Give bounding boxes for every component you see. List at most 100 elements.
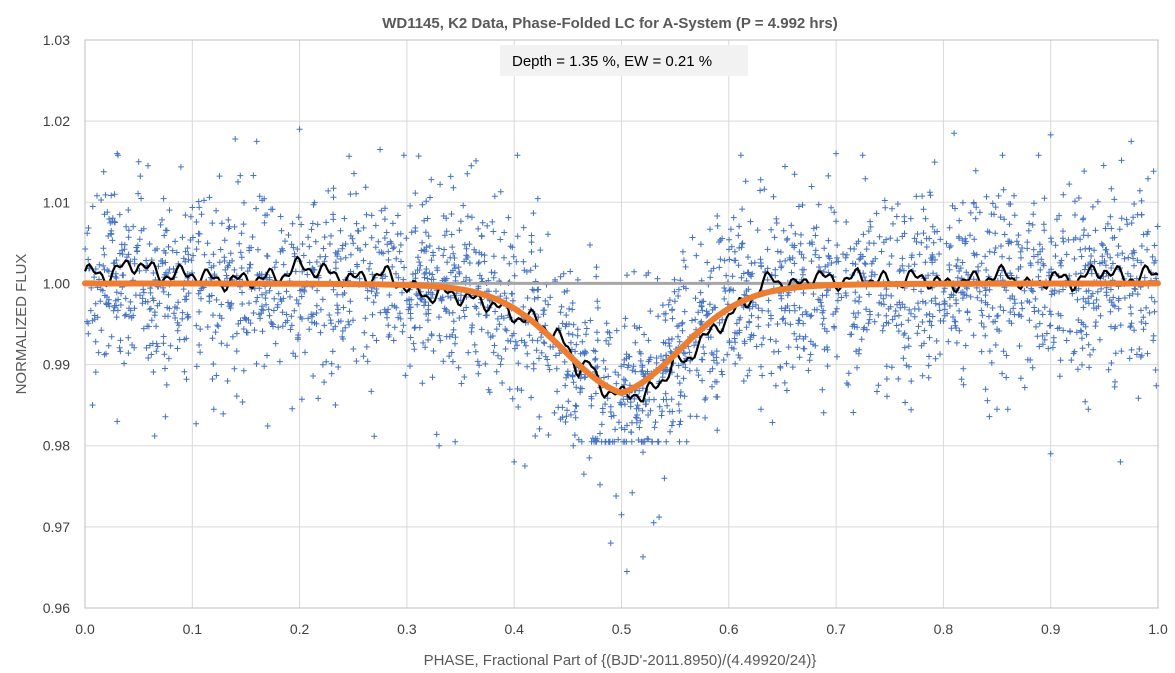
data-point [1099,242,1106,249]
data-point [1046,308,1053,315]
data-point [140,286,147,293]
data-point [396,310,403,317]
data-point [326,312,333,318]
data-point [909,252,915,259]
data-point [1047,322,1054,329]
data-point [133,244,140,251]
data-point [154,343,161,350]
data-point [699,298,706,305]
data-point [850,409,857,416]
data-point [866,291,872,298]
data-point [189,204,196,211]
data-point [275,290,282,297]
data-point [791,307,798,314]
data-point [451,255,458,261]
data-point [451,262,458,268]
data-point [166,207,173,214]
data-point [528,394,535,401]
data-point [327,241,333,247]
data-point [1136,187,1143,194]
data-point [330,286,337,293]
data-point [739,240,746,247]
data-point [1077,327,1084,334]
data-point [269,321,276,328]
data-point [866,308,873,315]
data-point [218,220,225,227]
data-point [686,349,693,356]
data-point [161,247,167,254]
data-point [164,304,171,311]
data-point [468,162,475,169]
data-point [233,393,240,400]
data-point [1128,346,1135,353]
data-point [447,173,454,180]
data-point [109,237,116,244]
data-point [906,306,913,313]
data-point [411,346,418,353]
data-point [140,289,147,296]
data-point [579,385,585,392]
data-point [564,287,571,294]
data-point [571,432,578,439]
data-point [1060,191,1067,198]
data-point [300,252,307,259]
data-point [123,254,130,261]
data-point [1001,216,1008,223]
data-point [313,310,320,316]
data-point [528,239,535,246]
data-point [1019,305,1026,312]
data-point [430,276,437,283]
data-point [264,352,270,359]
data-point [328,360,335,367]
data-point [958,289,964,296]
data-point [256,271,263,277]
data-point [660,396,667,403]
data-point [799,271,806,278]
data-point [250,172,257,179]
data-point [727,226,734,233]
data-point [493,368,500,375]
data-point [899,233,906,240]
data-point [686,367,693,374]
data-point [287,326,294,333]
data-point [210,361,217,367]
data-point [225,216,232,223]
data-point [772,266,779,273]
data-point [1134,257,1141,264]
data-point [716,264,723,271]
data-point [1029,288,1036,295]
data-point [812,251,819,258]
data-point [362,184,369,191]
data-point [350,240,357,247]
data-point [1041,304,1048,311]
data-point [368,288,375,295]
data-point [564,407,570,414]
data-point [926,189,933,196]
data-point [1109,260,1116,267]
data-point [876,233,883,240]
data-point [989,305,996,311]
data-point [292,353,299,360]
data-point [693,413,700,420]
data-point [882,204,889,211]
data-point [1075,285,1082,292]
data-point [134,248,141,255]
data-point [456,227,463,234]
data-point [730,214,737,221]
data-point [561,289,568,295]
data-point [226,223,233,230]
data-point [648,438,655,445]
data-point [592,390,599,397]
data-point [572,348,579,355]
data-point [417,262,424,269]
data-point [633,405,640,412]
data-point [859,152,866,159]
data-point [419,380,426,387]
data-point [215,323,222,330]
data-point [639,367,646,374]
data-point [1072,234,1079,241]
data-point [1107,213,1114,220]
data-point [651,424,658,431]
data-point [875,382,882,389]
data-point [1128,220,1135,226]
